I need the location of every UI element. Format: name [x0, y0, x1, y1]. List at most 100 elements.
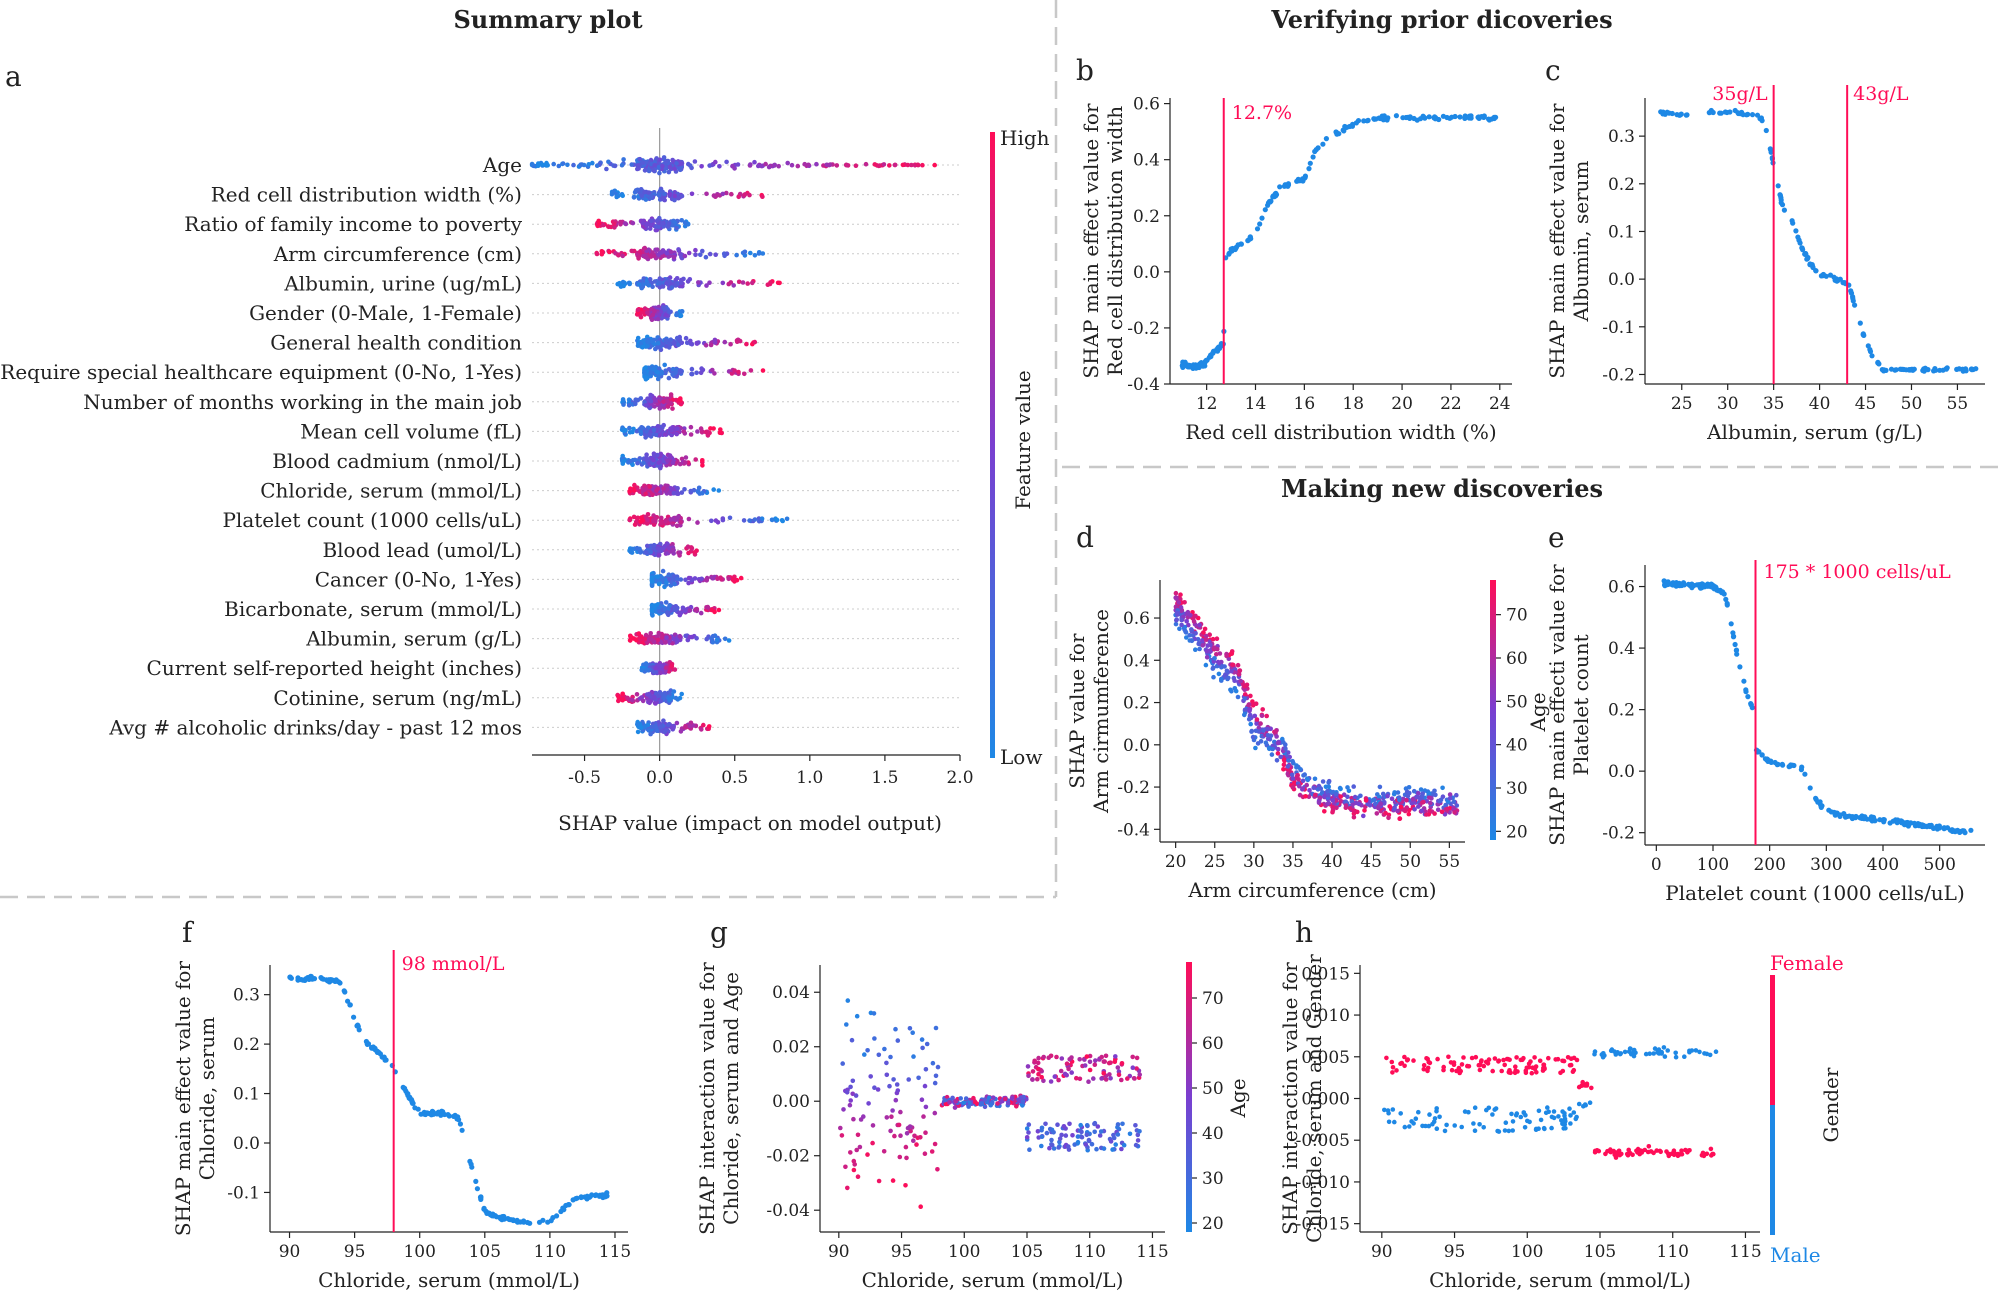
- data-point: [651, 457, 656, 463]
- data-point: [698, 610, 704, 616]
- data-point: [1228, 246, 1234, 253]
- data-point: [441, 1111, 448, 1118]
- data-point: [652, 604, 657, 609]
- data-point: [663, 600, 669, 605]
- threshold-label: 43g/L: [1853, 83, 1909, 105]
- data-point: [1330, 798, 1336, 803]
- data-point: [662, 191, 667, 197]
- data-point: [688, 488, 694, 494]
- data-point: [870, 1123, 876, 1128]
- data-point: [995, 1101, 1000, 1106]
- data-point: [648, 370, 653, 376]
- data-point: [1841, 280, 1847, 286]
- x-tick-label: 90: [279, 1242, 301, 1262]
- x-tick-label: 50: [1901, 394, 1923, 414]
- data-point: [682, 487, 687, 492]
- data-point: [639, 634, 644, 639]
- data-point: [662, 729, 668, 735]
- data-point: [779, 518, 785, 523]
- data-point: [1779, 761, 1785, 768]
- data-point: [1110, 1147, 1115, 1152]
- data-point: [1546, 1055, 1551, 1061]
- y-tick-label: -0.1: [1602, 318, 1635, 338]
- data-point: [760, 368, 766, 373]
- data-point: [1036, 1066, 1041, 1072]
- data-point: [1306, 166, 1312, 172]
- data-point: [1646, 1144, 1652, 1149]
- data-point: [682, 220, 688, 225]
- data-point: [752, 517, 758, 522]
- data-point: [881, 1149, 887, 1154]
- data-point: [742, 249, 748, 255]
- data-point: [1944, 825, 1951, 831]
- data-point: [674, 523, 680, 529]
- data-point: [979, 1101, 984, 1106]
- data-point: [1229, 651, 1235, 656]
- data-point: [693, 252, 698, 258]
- data-point: [633, 397, 638, 403]
- data-point: [1030, 1077, 1035, 1082]
- data-point: [716, 488, 722, 493]
- colorbar-tick-label: 20: [1202, 1214, 1224, 1234]
- data-point: [1802, 771, 1808, 777]
- data-point: [666, 221, 672, 227]
- feature-label: Platelet count (1000 cells/uL): [222, 508, 522, 532]
- data-point: [643, 365, 649, 370]
- colorbar-tick-label: 30: [1202, 1169, 1224, 1189]
- data-point: [701, 722, 706, 728]
- data-point: [1398, 804, 1404, 810]
- data-point: [478, 1195, 484, 1201]
- data-point: [1419, 794, 1425, 799]
- data-point: [1925, 367, 1931, 373]
- data-point: [627, 489, 632, 494]
- data-point: [922, 1151, 928, 1156]
- x-tick-label: 500: [1923, 855, 1955, 875]
- data-point: [1568, 1062, 1574, 1068]
- data-point: [1203, 637, 1209, 642]
- data-point: [1307, 160, 1313, 166]
- data-point: [1078, 1122, 1083, 1128]
- section-title-verifying: Verifying prior dicoveries: [1270, 5, 1612, 34]
- data-point: [1412, 807, 1417, 812]
- data-point: [1745, 694, 1751, 700]
- data-point: [1803, 252, 1809, 258]
- data-point: [866, 1101, 871, 1106]
- data-point: [698, 252, 703, 258]
- data-point: [674, 720, 680, 726]
- data-point: [678, 729, 684, 734]
- data-point: [1457, 114, 1463, 120]
- data-point: [1101, 1071, 1106, 1076]
- data-point: [1432, 788, 1437, 794]
- data-point: [1410, 796, 1416, 802]
- data-point: [1298, 767, 1303, 772]
- data-point: [661, 155, 667, 160]
- data-point: [1036, 1055, 1041, 1061]
- data-point: [1281, 762, 1287, 768]
- data-point: [1215, 345, 1221, 351]
- data-point: [639, 515, 644, 520]
- data-point: [1425, 1065, 1431, 1071]
- data-point: [826, 162, 832, 168]
- data-point: [1702, 1051, 1707, 1056]
- data-point: [1269, 752, 1275, 757]
- data-point: [742, 371, 747, 377]
- data-point: [1290, 758, 1295, 764]
- data-point: [578, 1194, 584, 1200]
- data-point: [1454, 803, 1460, 808]
- feature-label: Require special healthcare equipment (0-…: [0, 360, 522, 384]
- data-point: [1775, 183, 1781, 189]
- data-point: [1285, 764, 1291, 769]
- data-point: [935, 1064, 941, 1070]
- data-point: [1326, 784, 1331, 790]
- data-point: [1056, 1145, 1061, 1150]
- data-point: [565, 162, 570, 168]
- data-point: [699, 164, 704, 169]
- data-point: [1265, 200, 1272, 206]
- data-point: [1130, 1054, 1135, 1060]
- data-point: [726, 281, 731, 287]
- data-point: [1177, 626, 1182, 632]
- data-point: [710, 639, 716, 645]
- data-point: [635, 163, 641, 168]
- data-point: [1074, 1075, 1079, 1081]
- data-point: [633, 401, 638, 407]
